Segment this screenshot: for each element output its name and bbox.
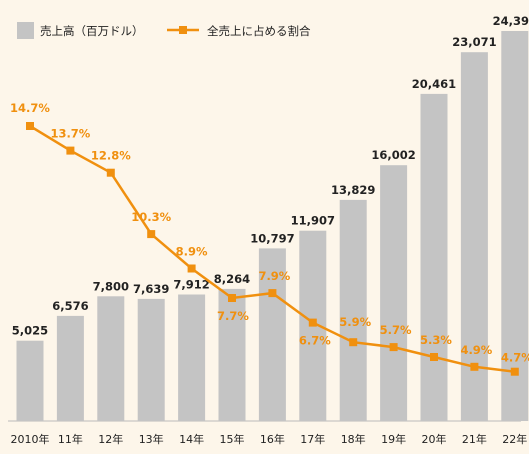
x-tick-label: 17年 [300, 432, 325, 446]
percent-value-label: 14.7% [10, 101, 50, 115]
percent-series-markers [26, 122, 519, 376]
bar-value-label: 7,639 [133, 282, 169, 296]
bar-value-label: 24,396 [493, 14, 529, 28]
bar [56, 315, 84, 421]
bar [501, 31, 529, 421]
percent-marker [26, 122, 34, 130]
percent-value-label: 5.7% [380, 323, 412, 337]
percent-marker [308, 318, 317, 327]
x-tick-label: 19年 [381, 432, 406, 446]
x-tick-label: 18年 [341, 432, 366, 446]
bar-value-label: 5,025 [12, 324, 48, 338]
bar-value-label: 11,907 [291, 214, 335, 228]
percent-value-label: 5.9% [339, 315, 371, 329]
bar-value-label: 23,071 [452, 35, 496, 49]
bar [97, 296, 125, 421]
bar-value-label: 16,002 [371, 148, 415, 162]
bar [137, 298, 165, 421]
percent-marker [187, 264, 196, 273]
percent-marker [66, 146, 75, 155]
bar [420, 93, 448, 422]
x-tick-label: 2010年 [11, 432, 50, 446]
x-tick-label: 22年 [502, 432, 527, 446]
bar-value-label: 20,461 [412, 77, 456, 91]
x-tick-label: 20年 [422, 432, 447, 446]
percent-marker [228, 294, 236, 302]
percent-marker [268, 289, 277, 298]
percent-value-label: 7.9% [258, 269, 290, 283]
percent-value-label: 10.3% [131, 210, 171, 224]
percent-value-label: 6.7% [299, 334, 331, 348]
percent-marker [349, 338, 358, 347]
x-tick-label: 14年 [179, 432, 204, 446]
x-tick-label: 13年 [139, 432, 164, 446]
percent-marker [106, 168, 115, 177]
percent-value-label: 5.3% [420, 333, 452, 347]
bar-value-labels: 5,025 6,576 7,800 7,639 7,912 8,264 10,797 11,9… [12, 14, 529, 338]
percent-value-label: 8.9% [176, 245, 208, 259]
bar [460, 52, 488, 421]
percent-marker [470, 362, 479, 371]
bar-value-label: 7,800 [93, 279, 129, 293]
bar-value-label: 13,829 [331, 183, 375, 197]
legend-bar-label: 売上高（百万ドル） [40, 24, 144, 38]
percent-value-label: 4.7% [501, 351, 529, 365]
legend-bar-swatch [17, 22, 34, 39]
percent-value-label: 7.7% [217, 309, 249, 323]
x-tick-label: 21年 [462, 432, 487, 446]
bar [339, 199, 367, 421]
legend-line-marker [179, 26, 187, 34]
bar [178, 294, 206, 421]
bar [16, 340, 44, 421]
bar-value-label: 10,797 [250, 231, 294, 245]
percent-marker [510, 367, 519, 376]
bar [218, 288, 246, 421]
x-tick-label: 12年 [98, 432, 123, 446]
percent-value-label: 12.8% [91, 149, 131, 163]
x-axis-tick-labels: 2010年 11年 12年 13年 14年 15年 16年 17年 18年 19年 20年 21年 22… [11, 432, 528, 446]
x-tick-label: 15年 [220, 432, 245, 446]
bar-value-label: 8,264 [214, 272, 250, 286]
percent-marker [389, 343, 398, 352]
bar [380, 165, 408, 421]
bar-value-label: 7,912 [173, 278, 209, 292]
percent-value-label: 4.9% [460, 343, 492, 357]
percent-value-labels: 14.7%13.7%12.8% 10.3% 8.9% 7.7% 7.9% 6.7% 5.9%… [10, 101, 529, 365]
bar [258, 248, 286, 421]
legend: 売上高（百万ドル） 全売上に占める割合 [17, 22, 311, 39]
x-tick-label: 16年 [260, 432, 285, 446]
percent-value-label: 13.7% [50, 127, 90, 141]
x-tick-label: 11年 [58, 432, 83, 446]
percent-marker [147, 230, 156, 239]
bar-value-label: 6,576 [52, 299, 88, 313]
percent-marker [430, 353, 438, 361]
legend-line-label: 全売上に占める割合 [207, 24, 311, 38]
